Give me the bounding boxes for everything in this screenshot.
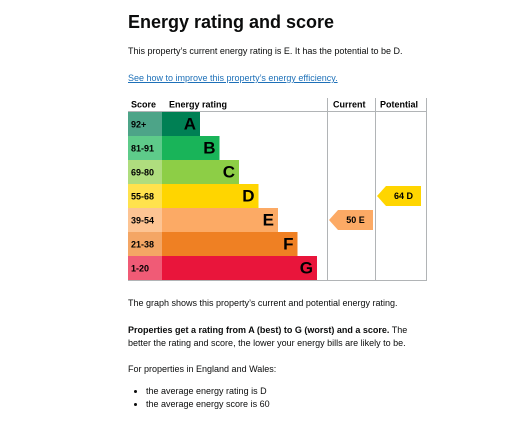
column-header: Potential [380,99,418,109]
rating-bar [162,184,259,208]
band-letter: F [283,234,293,253]
potential-score: 64 [394,191,404,201]
score-cell [128,112,162,136]
band-score: 69-80 [131,167,154,177]
score-cell [128,208,162,232]
potential-letter: D [407,191,414,201]
score-cell [128,136,162,160]
band-score: 1-20 [131,263,149,273]
rating-bar [162,256,317,280]
column-header: Energy rating [169,99,227,109]
improve-link[interactable]: See how to improve this property’s energ… [128,73,338,83]
column-header: Current [333,99,366,109]
score-cell [128,232,162,256]
band-score: 81-91 [131,143,154,153]
band-letter: C [223,162,235,181]
score-cell [128,160,162,184]
bullet-list: the average energy rating is D the avera… [128,385,270,411]
rating-bar [162,232,298,256]
band-score: 39-54 [131,215,154,225]
rating-bold: Properties get a rating from A (best) to… [128,325,390,335]
bullet: the average energy score is 60 [146,398,270,411]
band-score: 21-38 [131,239,154,249]
regions: For properties in England and Wales: [128,364,277,374]
band-letter: B [203,138,215,157]
band-letter: E [263,210,274,229]
graph-note: The graph shows this property’s current … [128,298,398,308]
column-header: Score [131,99,156,109]
potential-arrow [377,186,421,206]
band-letter: G [300,258,313,277]
rating-rest: The better the rating and score, the low… [128,325,408,348]
score-cell [128,256,162,280]
energy-table: Score Energy rating Current Potential 92+ A 81… [128,98,427,281]
band-letter: D [242,186,254,205]
rating-bar [162,136,220,160]
band-score: 55-68 [131,191,154,201]
current-arrow [329,210,373,230]
current-label: 50 E [346,215,365,225]
title: Energy rating and score [128,12,335,32]
band-score: 92+ [131,119,146,129]
bullet: the average energy rating is D [146,385,270,398]
intro: This property’s current energy rating is… [128,46,403,56]
current-letter: E [359,215,365,225]
rating-bar [162,112,200,136]
rating-bar [162,208,278,232]
score-cell [128,184,162,208]
rating-bar [162,160,239,184]
current-score: 50 [346,215,356,225]
potential-label: 64 D [394,191,414,201]
band-letter: A [184,114,196,133]
